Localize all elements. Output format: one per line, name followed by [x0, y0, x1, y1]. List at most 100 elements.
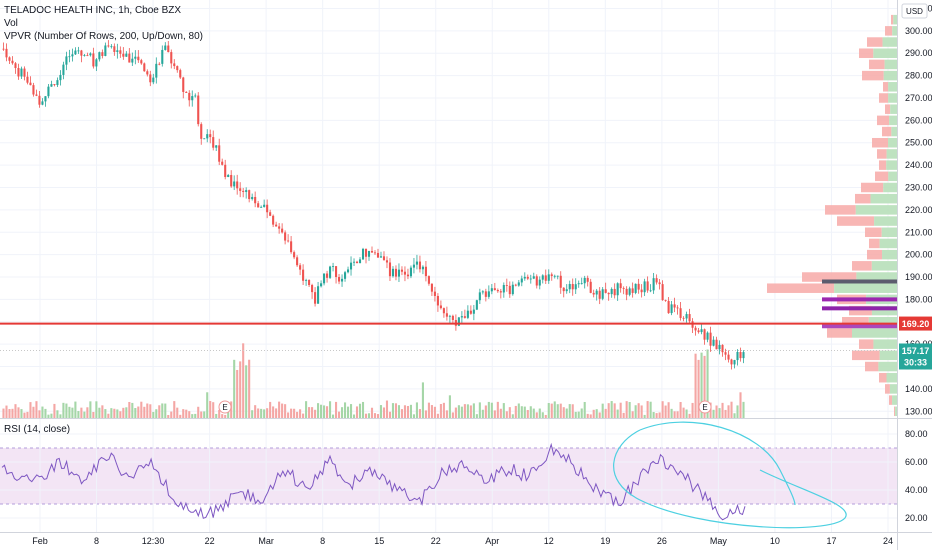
time-tick-label: May: [710, 536, 728, 546]
candle-body: [625, 288, 628, 295]
time-tick-label: 22: [205, 536, 215, 546]
volume-bar: [607, 403, 610, 418]
vpvr-legend[interactable]: VPVR (Number Of Rows, 200, Up/Down, 80): [4, 31, 203, 42]
candle-body: [592, 292, 595, 295]
volume-bar: [673, 411, 676, 418]
candle-body: [116, 50, 119, 52]
vpvr-down-row: [891, 14, 894, 25]
candle-body: [730, 359, 733, 365]
vpvr-down-row: [879, 93, 889, 103]
candle-body: [703, 329, 706, 340]
rsi-axis[interactable]: 20.00 40.00 60.00 80.00: [905, 429, 928, 523]
symbol-legend[interactable]: TELADOC HEALTH INC, 1h, Cboe BZX: [4, 5, 182, 16]
candle-body: [646, 281, 649, 291]
candle-body: [206, 134, 209, 139]
candle-body: [640, 289, 643, 293]
time-tick-label: 12: [544, 536, 554, 546]
time-axis[interactable]: Feb 8 12:30 22 Mar 8 15 22 Apr 12 19 26 May 10 17 24: [32, 536, 893, 546]
candle-body: [110, 46, 113, 48]
vol-legend[interactable]: Vol: [4, 18, 18, 29]
candle-body: [143, 63, 146, 72]
volume-bar: [191, 414, 194, 418]
vpvr-up-row: [851, 328, 897, 338]
vpvr-down-row: [889, 395, 893, 405]
volume-bar: [454, 407, 457, 418]
candle-body: [358, 259, 362, 264]
volume-bar: [23, 412, 26, 418]
candle-body: [95, 59, 98, 67]
volume-bar: [445, 410, 448, 418]
volume-bar: [176, 407, 179, 418]
candle-body: [11, 60, 14, 64]
volume-bar: [388, 411, 392, 418]
volume-bar: [598, 412, 601, 418]
candle-body: [152, 77, 155, 83]
rsi-tick-label: 80.00: [905, 429, 928, 439]
volume-bar: [337, 411, 341, 418]
candle-body: [278, 226, 281, 229]
candle-body: [179, 70, 182, 78]
volume-bar: [526, 409, 529, 418]
vpvr-down-row: [859, 48, 874, 58]
candle-body: [418, 261, 421, 270]
candle-body: [35, 94, 38, 96]
earnings-label: E: [222, 403, 227, 412]
candle-body: [38, 95, 41, 105]
volume-bar: [682, 407, 685, 418]
volume-bar: [568, 404, 571, 418]
vpvr-up-row: [883, 70, 897, 81]
volume-bar: [697, 359, 700, 418]
candle-body: [272, 215, 275, 225]
price-pane[interactable]: [0, 0, 897, 418]
candle-body: [239, 188, 242, 191]
volume-bar: [613, 403, 616, 418]
volume-bar: [275, 408, 278, 418]
volume-bar: [173, 401, 176, 418]
vpvr-up-row: [889, 115, 897, 126]
candle-body: [209, 134, 212, 138]
candle-body: [664, 300, 667, 301]
candle-body: [394, 268, 398, 277]
candle-body: [451, 315, 454, 320]
volume-bar: [251, 410, 254, 418]
volume-bar: [257, 408, 260, 418]
vpvr-down-row: [869, 59, 885, 70]
volume-bar: [571, 404, 574, 418]
candle-body: [329, 266, 332, 278]
candle-body: [388, 262, 392, 277]
candle-body: [715, 339, 718, 350]
vpvr-down-row: [767, 283, 835, 293]
volume-bar: [502, 403, 505, 418]
candle-body: [230, 174, 233, 187]
candle-body: [128, 53, 131, 63]
candle-body: [553, 275, 556, 277]
volume-bar: [38, 410, 41, 418]
candle-body: [391, 268, 395, 277]
volume-bar: [119, 411, 122, 418]
candle-body: [215, 145, 218, 148]
candle-body: [47, 86, 50, 97]
volume-bar: [586, 413, 589, 418]
price-tick-label: 130.00: [905, 406, 932, 416]
hand-drawn-ellipse[interactable]: [613, 421, 847, 529]
currency-box[interactable]: [901, 3, 928, 19]
vpvr-down-row: [885, 26, 893, 36]
volume-bar: [550, 403, 553, 418]
candle-body: [293, 252, 296, 258]
volume-bar: [11, 408, 14, 418]
volume-bar: [140, 401, 143, 418]
candle-body: [481, 291, 484, 293]
vpvr-down-row: [849, 305, 872, 316]
volume-bar: [535, 412, 538, 418]
volume-bar: [143, 406, 146, 418]
volume-bar: [343, 402, 347, 418]
price-tick-label: 200.00: [905, 250, 932, 260]
volume-bar: [266, 408, 269, 418]
candle-body: [562, 287, 565, 292]
rsi-legend[interactable]: RSI (14, close): [4, 424, 71, 435]
volume-bar: [676, 411, 679, 418]
volume-bar: [346, 406, 350, 418]
candle-body: [224, 164, 227, 177]
